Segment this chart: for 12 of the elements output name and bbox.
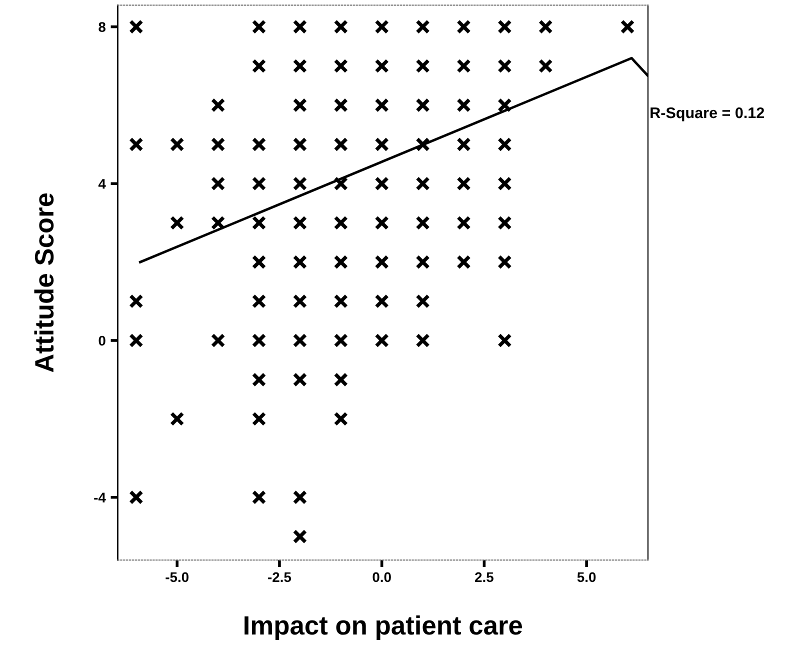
y-tick-label: 0 — [98, 336, 106, 346]
x-axis-title: Impact on patient care — [244, 615, 522, 640]
y-tick-label: 4 — [98, 179, 106, 189]
text: R-Square = 0.12 — [650, 107, 764, 122]
x-tick-label: -5.0 — [166, 572, 189, 582]
x-tick-label: -2.5 — [268, 572, 292, 582]
y-tick-label: 8 — [98, 22, 106, 32]
x-tick-label: 0.0 — [372, 572, 391, 582]
x-tick-label: 5.0 — [577, 572, 596, 582]
x-tick-label: 2.5 — [475, 572, 494, 582]
y-axis-title: Attitude Score — [34, 193, 54, 372]
y-tick-label: -4 — [94, 492, 106, 502]
